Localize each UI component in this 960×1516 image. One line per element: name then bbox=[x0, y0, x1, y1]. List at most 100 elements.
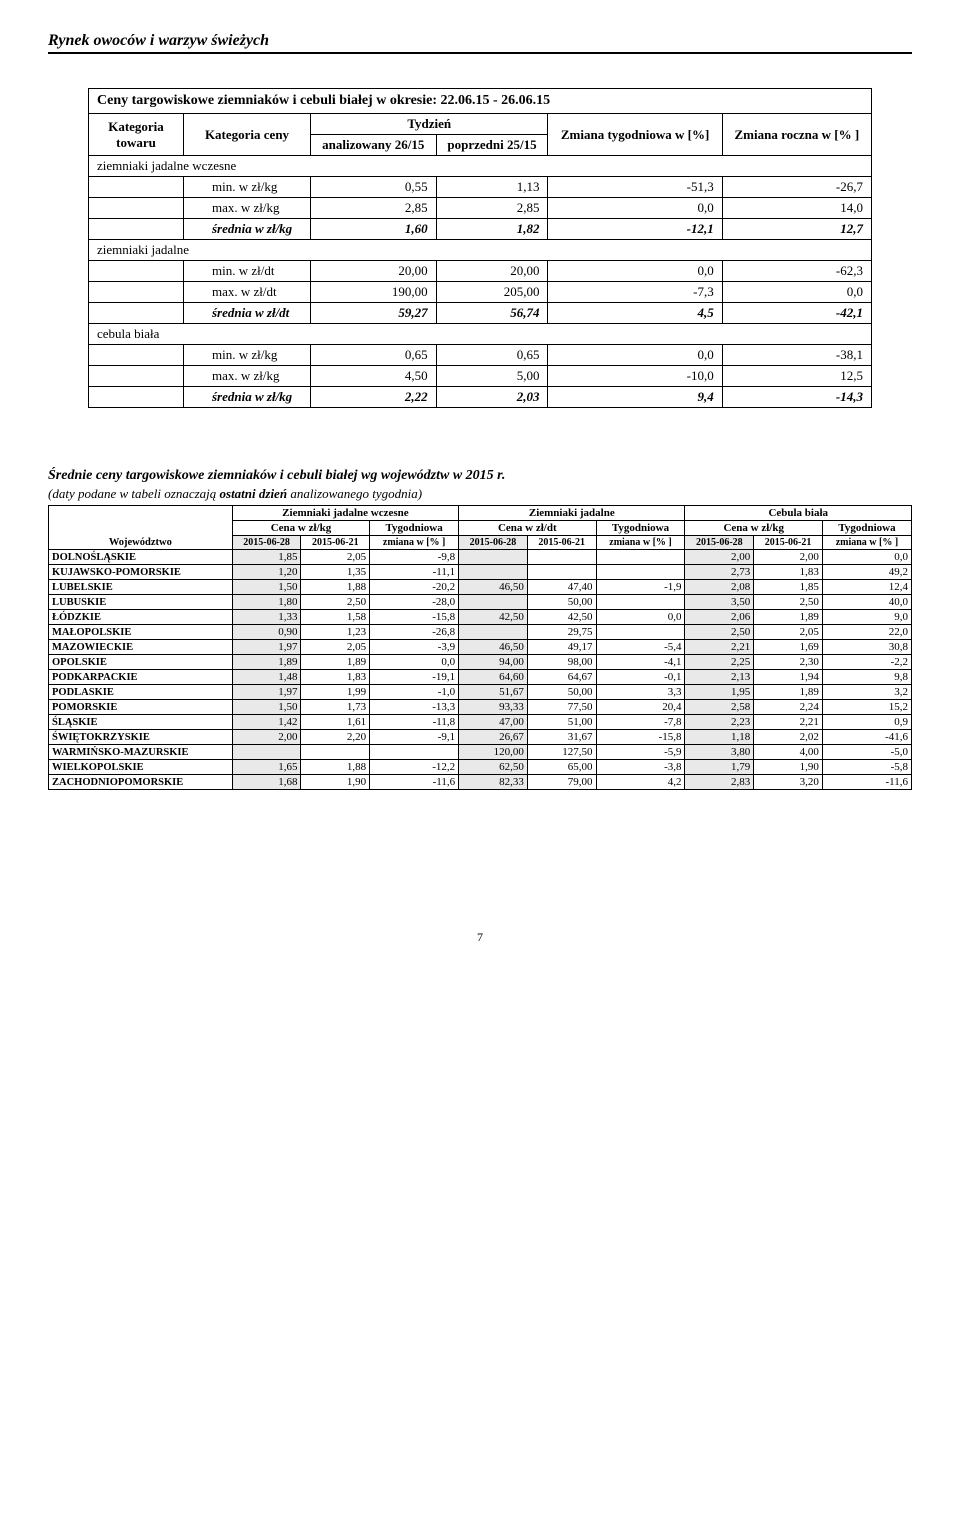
hdr-zmiana-roczna: Zmiana roczna w [% ] bbox=[722, 114, 871, 156]
a1: 1,42 bbox=[232, 715, 301, 730]
c3: -5,8 bbox=[822, 760, 911, 775]
hdr-zmiana-tyg: Zmiana tygodniowa w [%] bbox=[548, 114, 722, 156]
a1: 1,48 bbox=[232, 670, 301, 685]
b3: -4,1 bbox=[596, 655, 685, 670]
b2: 50,00 bbox=[527, 595, 596, 610]
sub-pre: (daty podane w tabeli oznaczają bbox=[48, 486, 220, 501]
b2: 77,50 bbox=[527, 700, 596, 715]
a2: 1,83 bbox=[301, 670, 370, 685]
val-r: 12,5 bbox=[722, 366, 871, 387]
b2: 127,50 bbox=[527, 745, 596, 760]
avg-label: średnia w zł/kg bbox=[184, 219, 311, 240]
table-row: LUBELSKIE1,501,88-20,246,5047,40-1,92,08… bbox=[49, 580, 912, 595]
b1: 51,67 bbox=[459, 685, 528, 700]
c3: 30,8 bbox=[822, 640, 911, 655]
val-p: 205,00 bbox=[436, 282, 548, 303]
a2: 1,23 bbox=[301, 625, 370, 640]
row-label: max. w zł/dt bbox=[184, 282, 311, 303]
table-row: POMORSKIE1,501,73-13,393,3377,5020,42,58… bbox=[49, 700, 912, 715]
a1: 0,90 bbox=[232, 625, 301, 640]
b3: -15,8 bbox=[596, 730, 685, 745]
val-a: 4,50 bbox=[311, 366, 437, 387]
avg-a: 59,27 bbox=[311, 303, 437, 324]
d1b: 2015-06-28 bbox=[459, 536, 528, 550]
hdr-kat-ceny: Kategoria ceny bbox=[184, 114, 311, 156]
c1: 2,21 bbox=[685, 640, 754, 655]
b2 bbox=[527, 565, 596, 580]
table1-wrap: Ceny targowiskowe ziemniaków i cebuli bi… bbox=[88, 88, 872, 408]
b3: 20,4 bbox=[596, 700, 685, 715]
c1: 2,50 bbox=[685, 625, 754, 640]
c2: 2,30 bbox=[754, 655, 823, 670]
d2c: 2015-06-21 bbox=[754, 536, 823, 550]
sub1-tyg3: Tygodniowa bbox=[822, 521, 911, 536]
val-r: 14,0 bbox=[722, 198, 871, 219]
val-r: -62,3 bbox=[722, 261, 871, 282]
a3: -9,8 bbox=[370, 550, 459, 565]
a2: 1,89 bbox=[301, 655, 370, 670]
c3: 3,2 bbox=[822, 685, 911, 700]
table2: Województwo Ziemniaki jadalne wczesne Zi… bbox=[48, 505, 912, 790]
a3: -11,1 bbox=[370, 565, 459, 580]
c1: 3,50 bbox=[685, 595, 754, 610]
val-a: 0,55 bbox=[311, 177, 437, 198]
c3: 0,0 bbox=[822, 550, 911, 565]
ghdr-1: Ziemniaki jadalne wczesne bbox=[232, 506, 458, 521]
val-t: -10,0 bbox=[548, 366, 722, 387]
c2: 2,24 bbox=[754, 700, 823, 715]
b2: 47,40 bbox=[527, 580, 596, 595]
avg-a: 2,22 bbox=[311, 387, 437, 408]
ghdr-3: Cebula biała bbox=[685, 506, 912, 521]
table2-subtitle: (daty podane w tabeli oznaczają ostatni … bbox=[48, 486, 912, 502]
a2: 2,50 bbox=[301, 595, 370, 610]
c2: 2,50 bbox=[754, 595, 823, 610]
d1a: 2015-06-28 bbox=[232, 536, 301, 550]
b3 bbox=[596, 595, 685, 610]
woj-name: WIELKOPOLSKIE bbox=[49, 760, 233, 775]
b1: 42,50 bbox=[459, 610, 528, 625]
a3: -11,6 bbox=[370, 775, 459, 790]
a2: 1,61 bbox=[301, 715, 370, 730]
sub1-tyg1: Tygodniowa bbox=[370, 521, 459, 536]
a1: 1,68 bbox=[232, 775, 301, 790]
woj-name: LUBUSKIE bbox=[49, 595, 233, 610]
c2: 1,89 bbox=[754, 610, 823, 625]
table-row: PODKARPACKIE1,481,83-19,164,6064,67-0,12… bbox=[49, 670, 912, 685]
a3: -3,9 bbox=[370, 640, 459, 655]
a1 bbox=[232, 745, 301, 760]
c3: 0,9 bbox=[822, 715, 911, 730]
a1: 1,33 bbox=[232, 610, 301, 625]
table-row: ŁÓDZKIE1,331,58-15,842,5042,500,02,061,8… bbox=[49, 610, 912, 625]
b3: -5,9 bbox=[596, 745, 685, 760]
table-row: KUJAWSKO-POMORSKIE1,201,35-11,12,731,834… bbox=[49, 565, 912, 580]
val-t: -7,3 bbox=[548, 282, 722, 303]
c3: -5,0 bbox=[822, 745, 911, 760]
b3: -7,8 bbox=[596, 715, 685, 730]
table-row: ŚWIĘTOKRZYSKIE2,002,20-9,126,6731,67-15,… bbox=[49, 730, 912, 745]
val-a: 0,65 bbox=[311, 345, 437, 366]
b3: 4,2 bbox=[596, 775, 685, 790]
c3: 22,0 bbox=[822, 625, 911, 640]
avg-r: -14,3 bbox=[722, 387, 871, 408]
table2-wrap: Średnie ceny targowiskowe ziemniaków i c… bbox=[48, 468, 912, 790]
b3: 3,3 bbox=[596, 685, 685, 700]
woj-name: LUBELSKIE bbox=[49, 580, 233, 595]
d2b: 2015-06-21 bbox=[527, 536, 596, 550]
woj-name: DOLNOŚLĄSKIE bbox=[49, 550, 233, 565]
row-label: max. w zł/kg bbox=[184, 198, 311, 219]
a3: -1,0 bbox=[370, 685, 459, 700]
page-header: Rynek owoców i warzyw świeżych bbox=[48, 32, 912, 54]
table-row: DOLNOŚLĄSKIE1,852,05-9,82,002,000,0 bbox=[49, 550, 912, 565]
c1: 1,79 bbox=[685, 760, 754, 775]
avg-p: 1,82 bbox=[436, 219, 548, 240]
table1: Ceny targowiskowe ziemniaków i cebuli bi… bbox=[88, 88, 872, 408]
a3: -9,1 bbox=[370, 730, 459, 745]
c1: 3,80 bbox=[685, 745, 754, 760]
row-label: min. w zł/dt bbox=[184, 261, 311, 282]
c3: -2,2 bbox=[822, 655, 911, 670]
c1: 2,25 bbox=[685, 655, 754, 670]
b1: 93,33 bbox=[459, 700, 528, 715]
c3: 9,8 bbox=[822, 670, 911, 685]
b2: 31,67 bbox=[527, 730, 596, 745]
avg-label: średnia w zł/dt bbox=[184, 303, 311, 324]
